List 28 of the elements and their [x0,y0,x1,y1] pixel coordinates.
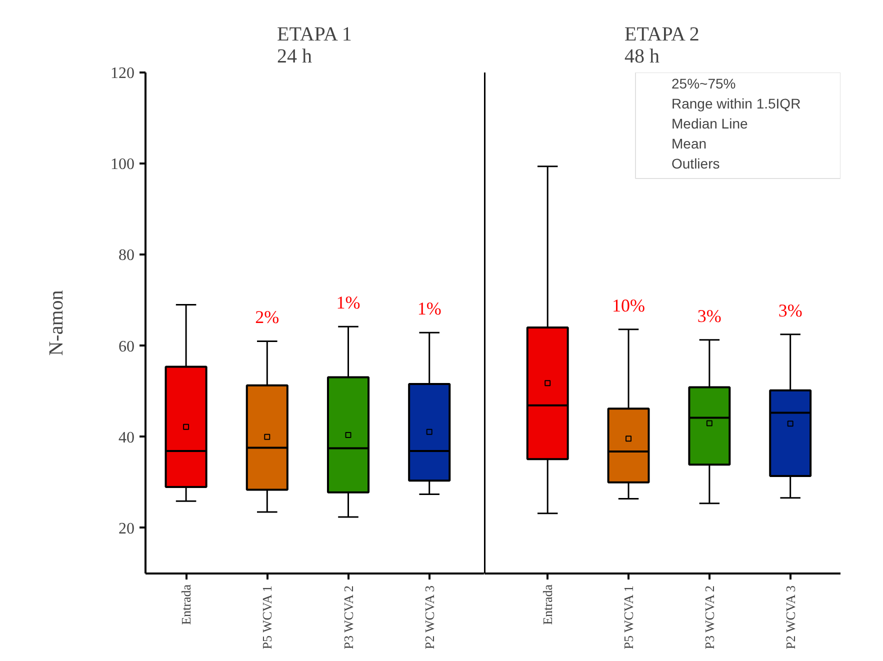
x-tick-label: Entrada [540,584,556,625]
y-tick-label: 60 [118,338,134,356]
x-tick-label: P3 WCVA 2 [702,585,717,650]
x-tick-label: P5 WCVA 1 [260,585,275,650]
y-tick-label: 40 [118,429,134,446]
y-tick-label: 80 [118,247,134,264]
x-tick-label: Entrada [178,584,194,625]
y-axis-title: N-amon [46,290,68,356]
annotation: 2% [255,307,280,328]
x-tick-label: P2 WCVA 3 [782,585,798,650]
annotation: Outliers [672,156,720,172]
x-tick-label: P5 WCVA 1 [621,585,636,650]
annotation: 3% [697,306,722,326]
annotation: 1% [336,292,360,313]
chart-title: ETAPA 1 24 h [276,24,352,68]
x-tick-label: P2 WCVA 3 [422,585,437,650]
annotation: 1% [417,298,442,319]
chart-title: ETAPA 2 48 h [624,24,700,68]
y-tick-label: 20 [118,520,134,538]
annotation: Mean [672,136,707,152]
annotation: Range within 1.5IQR [672,96,801,112]
annotation: Median Line [672,116,748,132]
x-tick-label: P3 WCVA 2 [340,585,356,650]
annotation: 10% [612,295,646,316]
annotation: 3% [778,300,802,320]
annotation: 25%~75% [672,76,736,92]
y-tick-label: 120 [110,65,134,82]
y-tick-label: 100 [110,156,134,174]
